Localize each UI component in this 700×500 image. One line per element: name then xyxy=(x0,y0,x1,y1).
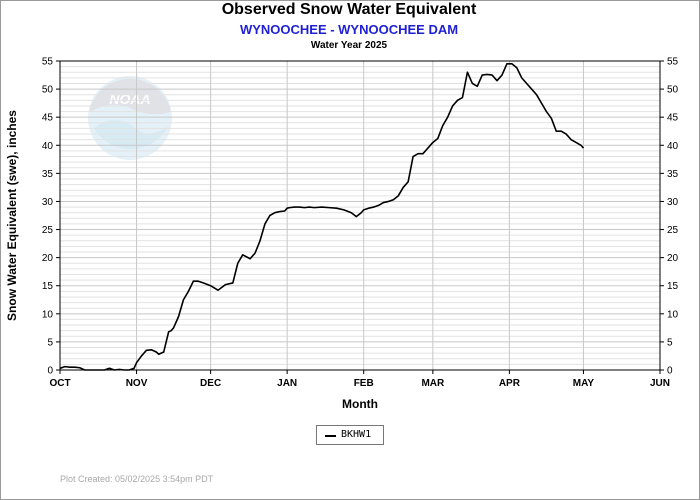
y-tick-label-right: 10 xyxy=(667,309,679,320)
x-tick-label: MAY xyxy=(573,378,595,389)
x-tick-label: FEB xyxy=(354,378,374,389)
y-tick-label-right: 50 xyxy=(667,85,679,96)
y-tick-label-left: 0 xyxy=(47,366,53,377)
water-year-label: Water Year 2025 xyxy=(310,40,388,51)
y-tick-label-left: 35 xyxy=(42,169,54,180)
y-tick-label-right: 45 xyxy=(667,113,679,124)
y-tick-label-right: 35 xyxy=(667,169,679,180)
y-tick-label-left: 25 xyxy=(42,225,54,236)
plot-created-timestamp: Plot Created: 05/02/2025 3:54pm PDT xyxy=(60,474,214,484)
y-tick-label-left: 30 xyxy=(42,197,54,208)
x-tick-label: OCT xyxy=(49,378,70,389)
y-tick-label-left: 45 xyxy=(42,113,54,124)
legend-label-bkhw1: BKHW1 xyxy=(341,429,372,440)
x-axis: OCT NOV DEC JAN FEB MAR APR MAY JUN xyxy=(49,370,670,389)
y-tick-label-left: 40 xyxy=(42,141,54,152)
x-tick-label: MAR xyxy=(421,378,445,389)
x-tick-label: DEC xyxy=(200,378,221,389)
y-tick-label-right: 15 xyxy=(667,281,679,292)
y-tick-label-right: 55 xyxy=(667,57,679,68)
y-tick-label-right: 30 xyxy=(667,197,679,208)
legend-swatch xyxy=(325,435,336,437)
y-tick-label-left: 55 xyxy=(42,57,54,68)
x-axis-label: Month xyxy=(342,397,378,411)
noaa-logo-icon: NOAA xyxy=(88,76,172,160)
y-axis-label: Snow Water Equivalent (swe), inches xyxy=(5,110,19,321)
y-tick-label-left: 20 xyxy=(42,253,54,264)
x-tick-label: JUN xyxy=(650,378,670,389)
y-tick-label-right: 40 xyxy=(667,141,679,152)
x-tick-label: APR xyxy=(499,378,521,389)
y-tick-label-right: 20 xyxy=(667,253,679,264)
series-line-bkhw1 xyxy=(59,63,585,371)
y-tick-label-right: 25 xyxy=(667,225,679,236)
y-tick-label-left: 15 xyxy=(42,281,54,292)
y-tick-label-right: 0 xyxy=(667,366,673,377)
plot-area xyxy=(59,60,661,371)
x-tick-label: JAN xyxy=(277,378,297,389)
y-tick-label-left: 10 xyxy=(42,309,54,320)
legend: BKHW1 xyxy=(316,425,384,445)
y-tick-label-left: 50 xyxy=(42,85,54,96)
y-axis-right: 0 5 10 15 20 25 30 35 40 45 50 55 xyxy=(660,57,679,377)
major-gridlines xyxy=(60,61,660,370)
noaa-logo-text: NOAA xyxy=(109,91,150,107)
y-axis-left: 0 5 10 15 20 25 30 35 40 45 50 55 xyxy=(42,57,60,377)
station-name: WYNOOCHEE - WYNOOCHEE DAM xyxy=(239,22,459,37)
y-tick-label-right: 5 xyxy=(667,337,673,348)
y-tick-label-left: 5 xyxy=(47,337,53,348)
chart-title: Observed Snow Water Equivalent xyxy=(221,1,477,18)
minor-gridlines xyxy=(60,66,660,365)
x-tick-label: NOV xyxy=(126,378,148,389)
